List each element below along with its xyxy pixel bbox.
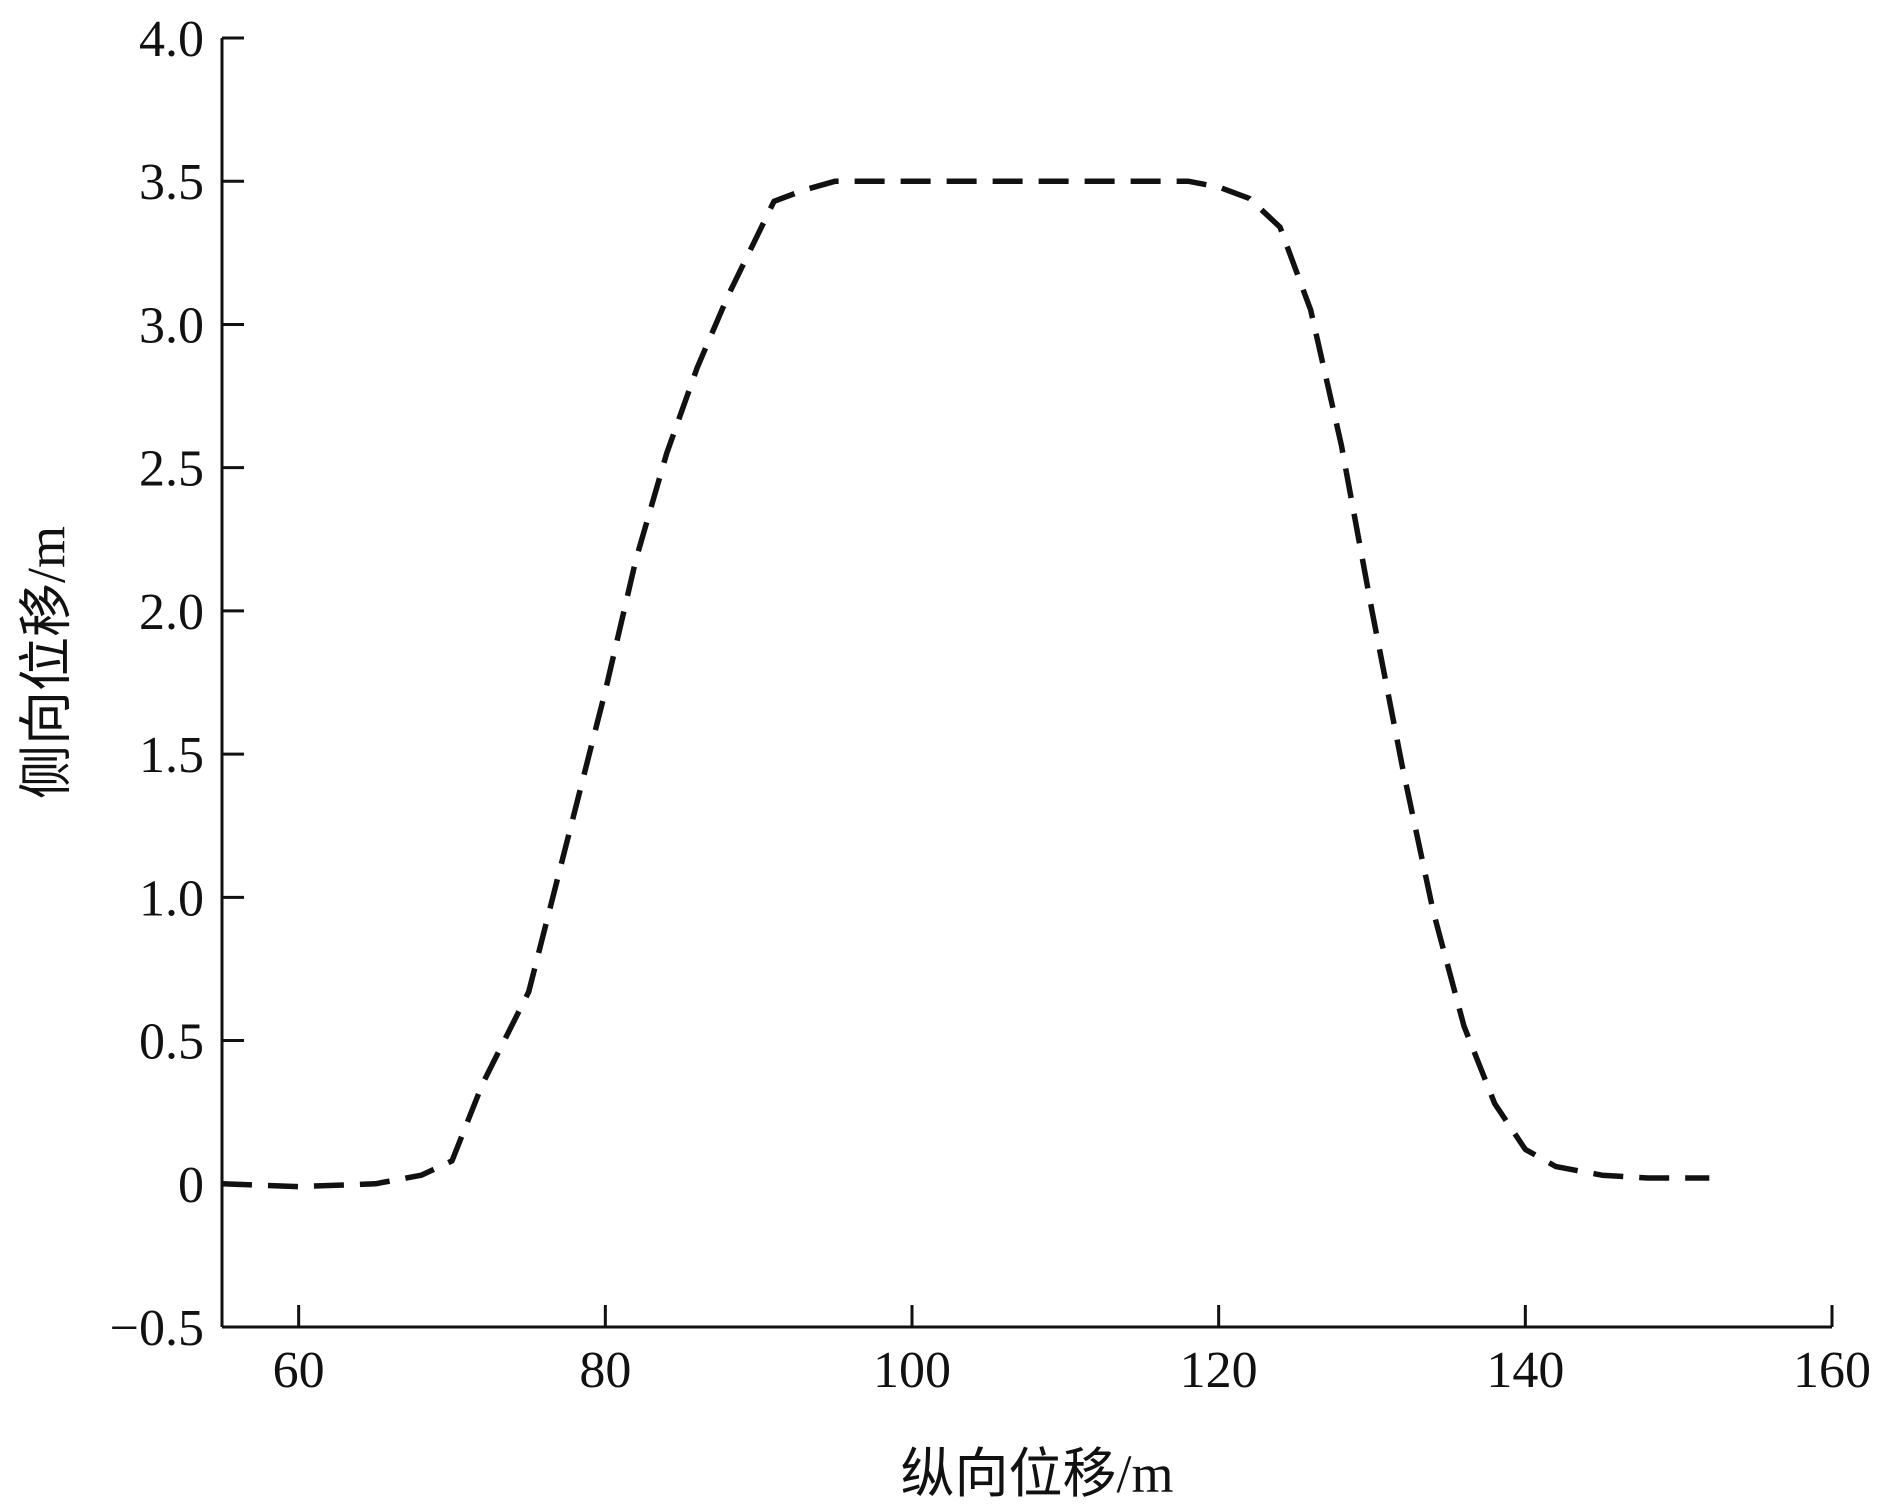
y-tick-label: 4.0 — [139, 11, 204, 68]
y-tick-label: 0 — [178, 1157, 204, 1214]
y-tick-label: −0.5 — [110, 1300, 204, 1357]
y-tick-label: 1.0 — [139, 870, 204, 927]
y-tick-label: 3.5 — [139, 154, 204, 211]
y-tick-label: 1.5 — [139, 727, 204, 784]
x-tick-label: 160 — [1793, 1342, 1871, 1399]
x-axis-title: 纵向位移/m — [900, 1444, 1173, 1504]
x-tick-label: 120 — [1180, 1342, 1258, 1399]
axes — [220, 38, 1832, 1329]
x-tick-label: 80 — [579, 1342, 631, 1399]
y-tick-label: 2.0 — [139, 584, 204, 641]
y-tick-label: 0.5 — [139, 1014, 204, 1071]
x-tick-label: 140 — [1486, 1342, 1564, 1399]
y-tick-label: 3.0 — [139, 297, 204, 354]
y-axis-title: 侧向位移/m — [16, 526, 76, 799]
y-axis-ticks: −0.5 0 0.5 1.0 1.5 2.0 2.5 3.0 3.5 4.0 — [110, 11, 244, 1357]
x-tick-label: 60 — [273, 1342, 325, 1399]
y-tick-label: 2.5 — [139, 441, 204, 498]
x-tick-label: 100 — [873, 1342, 951, 1399]
series-line-0 — [221, 178, 1710, 1190]
series-group — [221, 178, 1710, 1190]
x-axis-ticks: 60 80 100 120 140 160 — [273, 1305, 1871, 1399]
